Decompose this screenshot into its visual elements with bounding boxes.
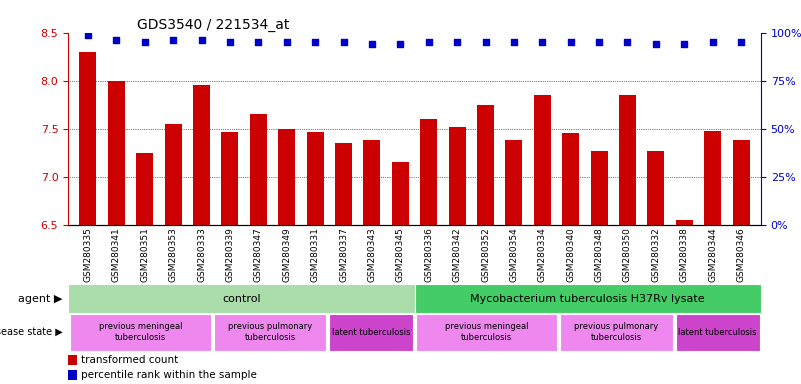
Text: GSM280354: GSM280354 xyxy=(509,227,518,282)
Text: GSM280333: GSM280333 xyxy=(197,227,206,282)
Point xyxy=(621,39,634,45)
Bar xyxy=(416,314,557,351)
Text: GSM280344: GSM280344 xyxy=(708,227,717,282)
Text: previous pulmonary
tuberculosis: previous pulmonary tuberculosis xyxy=(228,323,312,342)
Bar xyxy=(68,284,415,313)
Text: GSM280350: GSM280350 xyxy=(623,227,632,282)
Text: transformed count: transformed count xyxy=(81,355,178,365)
Bar xyxy=(561,314,673,351)
Text: previous meningeal
tuberculosis: previous meningeal tuberculosis xyxy=(445,323,529,342)
Text: GSM280337: GSM280337 xyxy=(339,227,348,282)
Bar xyxy=(214,314,327,351)
Bar xyxy=(68,355,77,365)
Text: GSM280335: GSM280335 xyxy=(83,227,92,282)
Text: GDS3540 / 221534_at: GDS3540 / 221534_at xyxy=(138,18,290,31)
Text: GSM280338: GSM280338 xyxy=(680,227,689,282)
Text: agent ▶: agent ▶ xyxy=(18,293,62,304)
Bar xyxy=(70,314,211,351)
Text: GSM280336: GSM280336 xyxy=(425,227,433,282)
Point xyxy=(593,39,606,45)
Point xyxy=(422,39,435,45)
Point xyxy=(167,37,179,43)
Text: GSM280349: GSM280349 xyxy=(282,227,292,282)
Point xyxy=(337,39,350,45)
Text: previous meningeal
tuberculosis: previous meningeal tuberculosis xyxy=(99,323,182,342)
Text: latent tuberculosis: latent tuberculosis xyxy=(332,328,410,337)
Bar xyxy=(250,114,267,225)
Point xyxy=(252,39,265,45)
Text: GSM280347: GSM280347 xyxy=(254,227,263,282)
Bar xyxy=(533,95,551,225)
Bar xyxy=(676,314,759,351)
Bar xyxy=(364,140,380,225)
Point xyxy=(82,31,95,38)
Text: GSM280341: GSM280341 xyxy=(112,227,121,282)
Bar xyxy=(278,129,296,225)
Text: GSM280332: GSM280332 xyxy=(651,227,660,282)
Text: GSM280348: GSM280348 xyxy=(594,227,604,282)
Bar xyxy=(307,132,324,225)
Text: GSM280342: GSM280342 xyxy=(453,227,461,282)
Text: GSM280351: GSM280351 xyxy=(140,227,149,282)
Text: previous pulmonary
tuberculosis: previous pulmonary tuberculosis xyxy=(574,323,658,342)
Text: GSM280340: GSM280340 xyxy=(566,227,575,282)
Bar xyxy=(415,284,761,313)
Point xyxy=(650,41,662,47)
Bar xyxy=(136,153,153,225)
Text: GSM280343: GSM280343 xyxy=(368,227,376,282)
Bar xyxy=(704,131,721,225)
Point xyxy=(195,37,208,43)
Bar xyxy=(590,151,608,225)
Point xyxy=(139,39,151,45)
Bar xyxy=(505,140,522,225)
Bar xyxy=(329,314,413,351)
Bar xyxy=(562,134,579,225)
Bar xyxy=(392,162,409,225)
Point xyxy=(508,39,521,45)
Point xyxy=(706,39,719,45)
Point xyxy=(110,37,123,43)
Point xyxy=(394,41,407,47)
Text: control: control xyxy=(222,293,260,304)
Text: GSM280346: GSM280346 xyxy=(737,227,746,282)
Point xyxy=(536,39,549,45)
Bar xyxy=(335,143,352,225)
Bar xyxy=(79,52,96,225)
Text: GSM280331: GSM280331 xyxy=(311,227,320,282)
Point xyxy=(735,39,747,45)
Bar xyxy=(647,151,664,225)
Text: Mycobacterium tuberculosis H37Rv lysate: Mycobacterium tuberculosis H37Rv lysate xyxy=(470,293,705,304)
Text: GSM280334: GSM280334 xyxy=(537,227,547,282)
Bar xyxy=(165,124,182,225)
Text: GSM280352: GSM280352 xyxy=(481,227,490,282)
Point xyxy=(223,39,236,45)
Bar xyxy=(619,95,636,225)
Bar xyxy=(676,220,693,225)
Bar xyxy=(108,81,125,225)
Text: GSM280353: GSM280353 xyxy=(169,227,178,282)
Point xyxy=(451,39,464,45)
Point xyxy=(365,41,378,47)
Text: disease state ▶: disease state ▶ xyxy=(0,327,62,337)
Point xyxy=(308,39,321,45)
Text: latent tuberculosis: latent tuberculosis xyxy=(678,328,757,337)
Bar xyxy=(421,119,437,225)
Point xyxy=(280,39,293,45)
Bar xyxy=(477,105,494,225)
Bar xyxy=(68,370,77,380)
Point xyxy=(479,39,492,45)
Text: percentile rank within the sample: percentile rank within the sample xyxy=(81,370,256,380)
Bar xyxy=(221,132,239,225)
Text: GSM280339: GSM280339 xyxy=(225,227,235,282)
Point xyxy=(678,41,690,47)
Bar xyxy=(733,140,750,225)
Point xyxy=(564,39,577,45)
Bar xyxy=(193,86,210,225)
Bar xyxy=(449,127,465,225)
Text: GSM280345: GSM280345 xyxy=(396,227,405,282)
